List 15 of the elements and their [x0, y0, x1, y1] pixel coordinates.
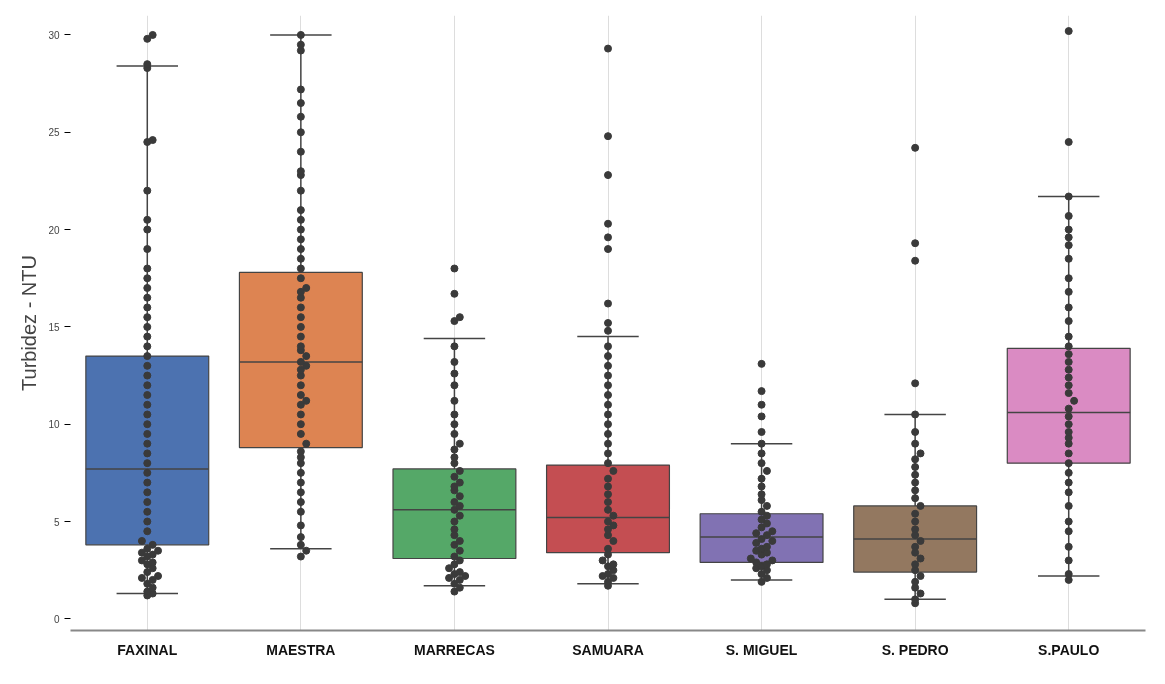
- x-tick-label: S. PEDRO: [881, 641, 949, 658]
- x-tick-label: S. MIGUEL: [725, 641, 798, 658]
- x-tick-label: MAESTRA: [266, 641, 336, 658]
- y-tick-label: 20: [48, 224, 60, 236]
- y-axis-title: Turbidez - NTU: [18, 255, 41, 391]
- x-tick-label: FAXINAL: [117, 641, 178, 658]
- y-tick-label: 25: [48, 127, 60, 139]
- y-tick-label: 0: [53, 613, 60, 625]
- x-tick-label: MARRECAS: [413, 641, 495, 658]
- y-tick-label: 5: [53, 516, 60, 528]
- x-tick-label: SAMUARA: [572, 641, 644, 658]
- x-tick-label: S.PAULO: [1038, 641, 1100, 658]
- y-tick-label: 10: [48, 419, 60, 431]
- y-tick-label: 30: [48, 29, 60, 41]
- y-tick-label: 15: [48, 321, 60, 333]
